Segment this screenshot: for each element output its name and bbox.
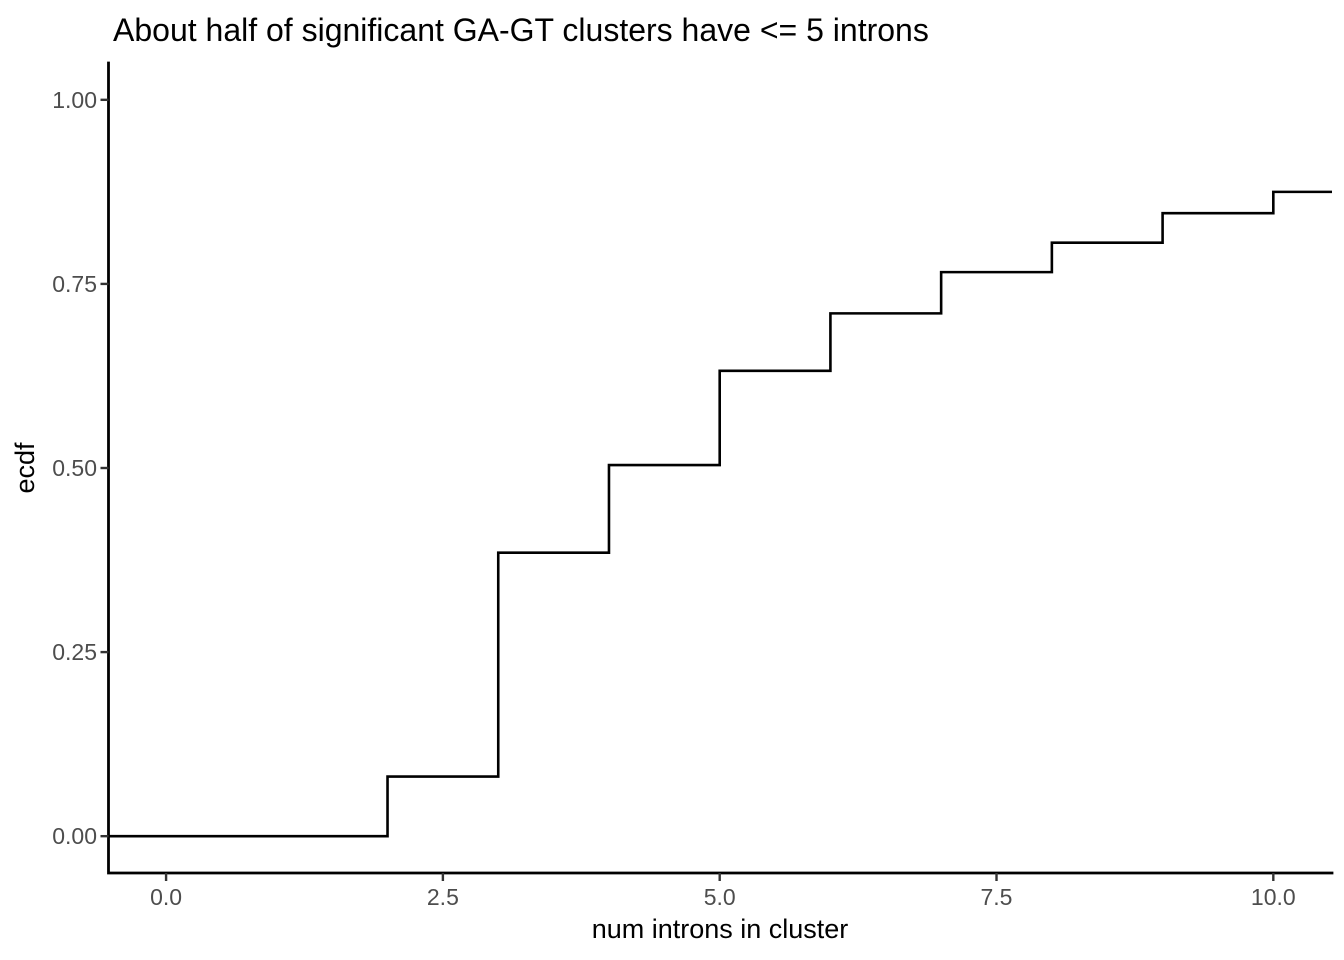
y-axis-tick-labels: 0.00 0.25 0.50 0.75 1.00 (52, 87, 97, 849)
x-tick-label: 10.0 (1251, 884, 1296, 910)
x-tick-label: 0.0 (150, 884, 182, 910)
y-axis-title: ecdf (10, 442, 40, 494)
x-tick-label: 5.0 (704, 884, 736, 910)
y-tick-label: 0.75 (52, 271, 97, 297)
y-tick-label: 0.50 (52, 455, 97, 481)
x-tick-label: 7.5 (981, 884, 1013, 910)
x-axis-ticks (164, 873, 1275, 881)
y-tick-label: 0.25 (52, 639, 97, 665)
axis-lines (107, 61, 1334, 875)
y-axis-ticks (100, 98, 109, 838)
ecdf-step-line (108, 190, 1332, 838)
x-axis-tick-labels: 0.0 2.5 5.0 7.5 10.0 (150, 884, 1296, 910)
x-tick-label: 2.5 (427, 884, 459, 910)
x-axis-title: num introns in cluster (592, 914, 849, 944)
y-tick-label: 1.00 (52, 87, 97, 113)
chart-title: About half of significant GA-GT clusters… (113, 12, 929, 48)
y-tick-label: 0.00 (52, 823, 97, 849)
